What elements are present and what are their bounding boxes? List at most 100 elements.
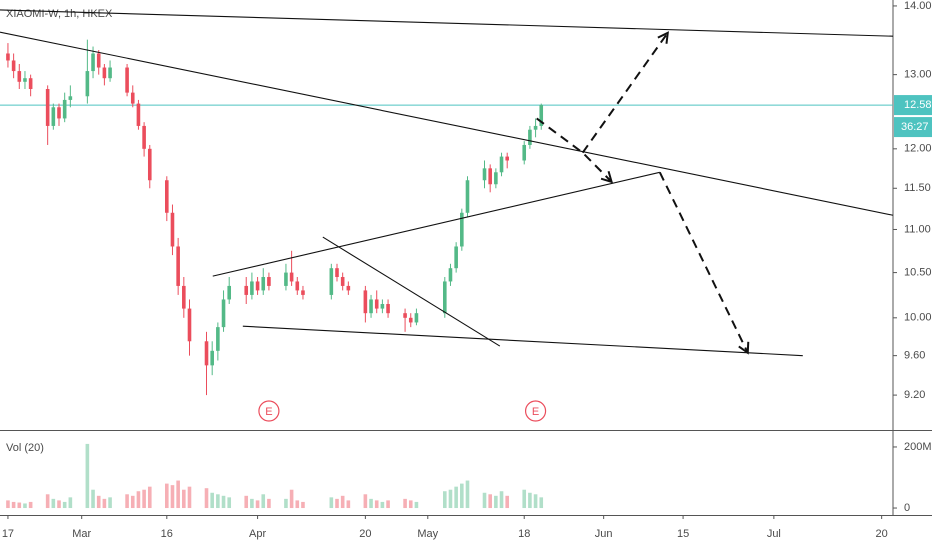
candle-body	[284, 272, 288, 286]
candle-body	[380, 304, 385, 309]
candle-body	[301, 290, 305, 295]
volume-bar	[91, 489, 95, 509]
x-tick-label: May	[417, 528, 438, 540]
candle-body	[102, 67, 107, 79]
candle-body	[147, 148, 152, 181]
arrow-head	[657, 31, 669, 44]
volume-bar	[227, 497, 232, 509]
candle-body	[499, 156, 504, 173]
candle-body	[45, 88, 50, 126]
volume-bar	[62, 501, 67, 509]
volume-bar	[216, 494, 220, 509]
volume-bar	[380, 501, 385, 509]
candle-body	[221, 299, 226, 328]
candle-body	[255, 281, 260, 291]
volume-bar	[142, 489, 146, 509]
volume-bar	[301, 501, 305, 509]
y-tick-label: 200M	[904, 441, 932, 453]
candle-body	[335, 268, 339, 278]
candle-body	[448, 268, 453, 282]
chart-title: XIAOMI-W, 1h, HKEX	[6, 8, 113, 20]
candle-body	[176, 246, 180, 286]
volume-bar	[369, 498, 373, 509]
volume-bar	[499, 491, 504, 509]
trend-line	[212, 171, 660, 277]
candle-body	[369, 299, 373, 314]
candle-body	[442, 281, 447, 314]
event-label: E	[265, 406, 272, 418]
candle-body	[346, 285, 351, 291]
dashed-arrow	[658, 171, 749, 354]
volume-bar	[295, 500, 300, 509]
volume-bar	[136, 491, 141, 509]
candle-body	[204, 341, 209, 366]
candle-body	[57, 107, 61, 119]
last-price-label: 12.58	[904, 99, 932, 111]
candle-body	[164, 180, 169, 213]
candle-body	[125, 67, 129, 93]
volume-bar	[130, 495, 135, 509]
candle-body	[96, 53, 101, 68]
volume-bar	[170, 485, 175, 509]
x-tick-label: 20	[359, 528, 371, 540]
candle-body	[482, 168, 487, 181]
candle-body	[528, 129, 532, 145]
candle-body	[136, 103, 141, 126]
candle-body	[408, 317, 413, 323]
candle-body	[23, 78, 27, 82]
candle-body	[386, 304, 390, 314]
volume-bar	[164, 483, 169, 509]
candle-body	[289, 272, 294, 282]
candle-body	[295, 281, 300, 291]
x-tick-label: 20	[876, 528, 888, 540]
volume-bar	[96, 495, 101, 509]
volume-bar	[408, 500, 413, 509]
volume-bar	[374, 500, 379, 509]
y-tick-label: 11.50	[904, 182, 931, 194]
volume-bar	[539, 497, 544, 509]
volume-bar	[17, 502, 22, 509]
y-tick-label: 13.00	[904, 69, 932, 81]
candle-body	[340, 277, 345, 286]
x-tick-label: 15	[677, 528, 689, 540]
candle-body	[28, 78, 33, 89]
candle-body	[505, 156, 510, 161]
candle-body	[244, 285, 249, 295]
last-price-box	[894, 95, 932, 116]
volume-bar	[204, 488, 209, 509]
volume-bar	[23, 503, 27, 509]
x-tick-label: 18	[518, 528, 530, 540]
volume-bar	[85, 443, 90, 509]
volume-bar	[494, 495, 498, 509]
volume-bar	[147, 486, 152, 509]
volume-bar	[289, 489, 294, 509]
candle-body	[363, 290, 368, 314]
event-label: E	[532, 406, 539, 418]
candle-body	[374, 299, 379, 309]
candle-body	[494, 172, 498, 185]
x-tick-label: Mar	[72, 528, 91, 540]
candle-body	[182, 285, 186, 309]
volume-bar	[68, 497, 73, 509]
trend-line	[0, 31, 894, 216]
volume-bar	[187, 486, 192, 509]
candle-body	[465, 180, 470, 213]
y-tick-label: 10.00	[904, 312, 932, 324]
volume-bar	[261, 494, 266, 509]
candle-body	[454, 246, 458, 269]
candle-body	[267, 277, 271, 286]
candle-body	[11, 60, 16, 72]
candle-body	[85, 71, 90, 97]
volume-bar	[102, 498, 107, 509]
trend-line	[322, 236, 501, 347]
volume-bar	[505, 495, 510, 509]
y-tick-label: 12.00	[904, 143, 932, 155]
volume-bar	[255, 500, 260, 509]
countdown-box	[894, 117, 932, 138]
candle-body	[539, 105, 544, 126]
volume-bar	[28, 501, 33, 509]
volume-bar	[363, 494, 368, 509]
volume-bar	[528, 492, 532, 509]
